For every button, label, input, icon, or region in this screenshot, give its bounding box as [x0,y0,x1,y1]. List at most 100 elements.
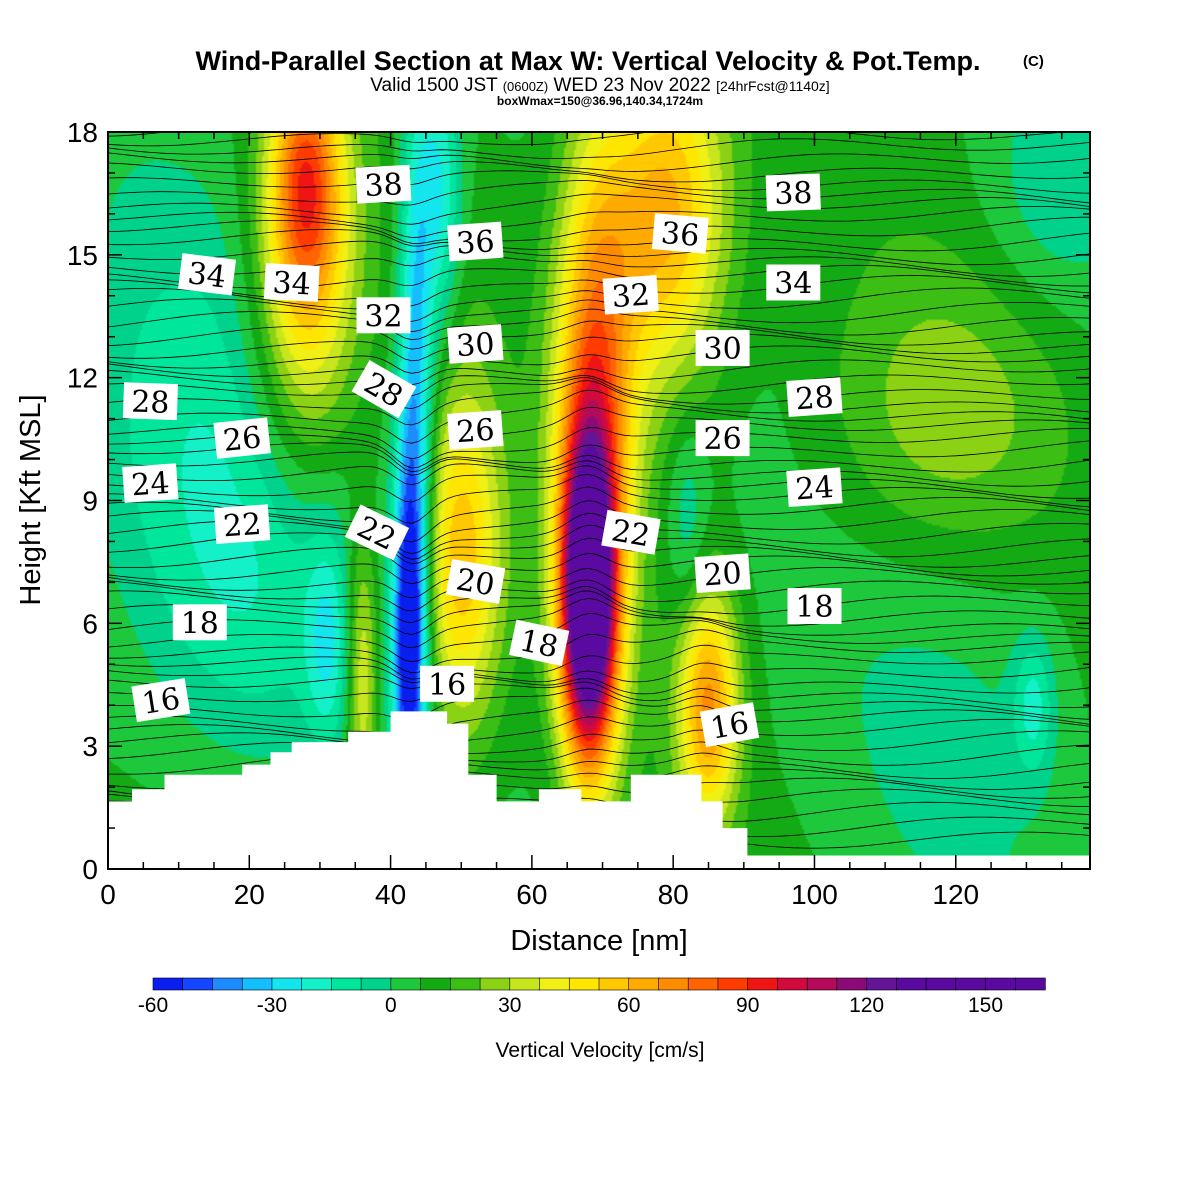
contour-label-box [447,410,504,450]
isentrope-line [108,440,1090,473]
contour-label: 16 [699,702,760,748]
contour-label-text: 30 [455,327,496,365]
chart-title: Wind-Parallel Section at Max W: Vertical… [196,46,981,76]
contour-label-box [786,377,843,417]
colorbar-bin [747,977,779,991]
y-tick-label: 15 [67,240,98,271]
contour-label-box [420,665,475,702]
contour-label-text: 16 [139,681,182,722]
contour-label-text: 18 [795,590,833,625]
x-tick-label: 80 [658,879,689,910]
contour-label: 26 [447,410,504,451]
isentrope-line [108,427,1090,469]
contour-label-text: 20 [702,556,743,594]
colorbar-bin [896,977,927,991]
contour-label: 30 [695,330,750,367]
isentrope-line [108,389,1090,444]
isentrope-line [108,132,1074,147]
colorbar-bin [182,977,214,991]
isentrope-line [108,512,1090,560]
colorbar-tick-label: 90 [736,994,759,1017]
contour-label-text: 36 [660,216,701,254]
isentrope-line [108,524,1090,565]
contour-label-text: 18 [181,606,219,641]
isentrope-line [108,699,1090,741]
y-tick-label: 9 [82,486,98,517]
terrain [108,711,1090,869]
contour-label: 28 [786,377,843,418]
contour-label-text: 18 [516,623,561,665]
colorbar-bin [717,977,749,991]
colorbar-bin [658,977,689,991]
x-axis-label: Distance [nm] [510,925,687,957]
contour-label-text: 24 [130,466,171,504]
contour-label-box [602,274,659,315]
contour-label-box [447,221,504,262]
contour-label: 32 [356,297,411,334]
x-tick-label: 0 [100,879,116,910]
contour-label-box [651,213,709,254]
contour-label: 16 [420,665,475,703]
contour-label: 36 [651,213,709,254]
vertical-velocity-field [108,132,1090,869]
colorbar-label: Vertical Velocity [cm/s] [496,1039,705,1062]
y-tick-label: 12 [67,363,98,394]
isentrope-line [108,537,1090,573]
contour-label-text: 16 [428,668,466,703]
contour-label-text: 26 [704,422,742,457]
x-tick-label: 120 [932,879,979,910]
contour-label: 26 [213,417,271,459]
contour-label: 32 [602,274,659,315]
contour-label-text: 30 [704,332,742,367]
isentrope-line [108,486,1090,543]
contour-label-box [122,463,179,503]
y-tick-label: 0 [82,854,98,885]
colorbar [152,977,1046,991]
contour-label: 22 [601,509,661,555]
contour-label-text: 34 [186,256,228,295]
contour-label-box [178,253,237,296]
colorbar-tick-label: 30 [498,994,521,1017]
isentrope-line [108,152,1090,172]
colorbar-bin [955,977,987,991]
y-axis: 0 36 9 12 15 18 [67,117,1090,885]
copyright-mark: (C) [1023,53,1044,70]
isentrope-line [108,320,1090,350]
colorbar-bin [1014,977,1046,991]
colorbar-bin [420,977,452,991]
contour-label-text: 26 [455,413,496,451]
colorbar-bin [450,977,481,991]
box-info: boxWmax=150@36.96,140.34,1724m [497,94,703,108]
colorbar-bin [509,977,541,991]
colorbar-tick-label: -30 [257,994,287,1017]
isentrope-line [108,138,1090,159]
colorbar-bin [360,977,392,991]
contour-label: 18 [172,604,227,641]
isentrope-line [108,308,1090,341]
contour-label-text: 28 [794,380,835,418]
contour-label: 24 [786,467,843,507]
contour-label-text: 38 [774,176,813,212]
colorbar-bin [301,977,333,991]
valid-utc: (0600Z) [503,79,549,94]
isentrope-line [108,369,1090,397]
isentrope-line [108,180,1090,206]
colorbar-bin [836,977,868,991]
colorbar-bin [390,977,422,991]
contour-label-box [263,263,320,302]
contour-label: 26 [695,420,750,457]
contour-label: 18 [787,588,842,625]
contour-label-box [765,173,821,212]
forecast-tag: [24hrFcst@1140z] [716,78,830,94]
isentrope-line [108,380,1090,426]
contour-label-text: 28 [131,385,170,421]
contour-label: 30 [447,324,504,365]
colorbar-bin [241,977,273,991]
contour-label-box [445,559,506,604]
isentrope-line [108,598,1090,649]
colorbar-bin [687,977,719,991]
isentrope-line [108,451,1090,476]
contour-label: 20 [694,553,751,594]
isentrope-line [108,567,1090,599]
